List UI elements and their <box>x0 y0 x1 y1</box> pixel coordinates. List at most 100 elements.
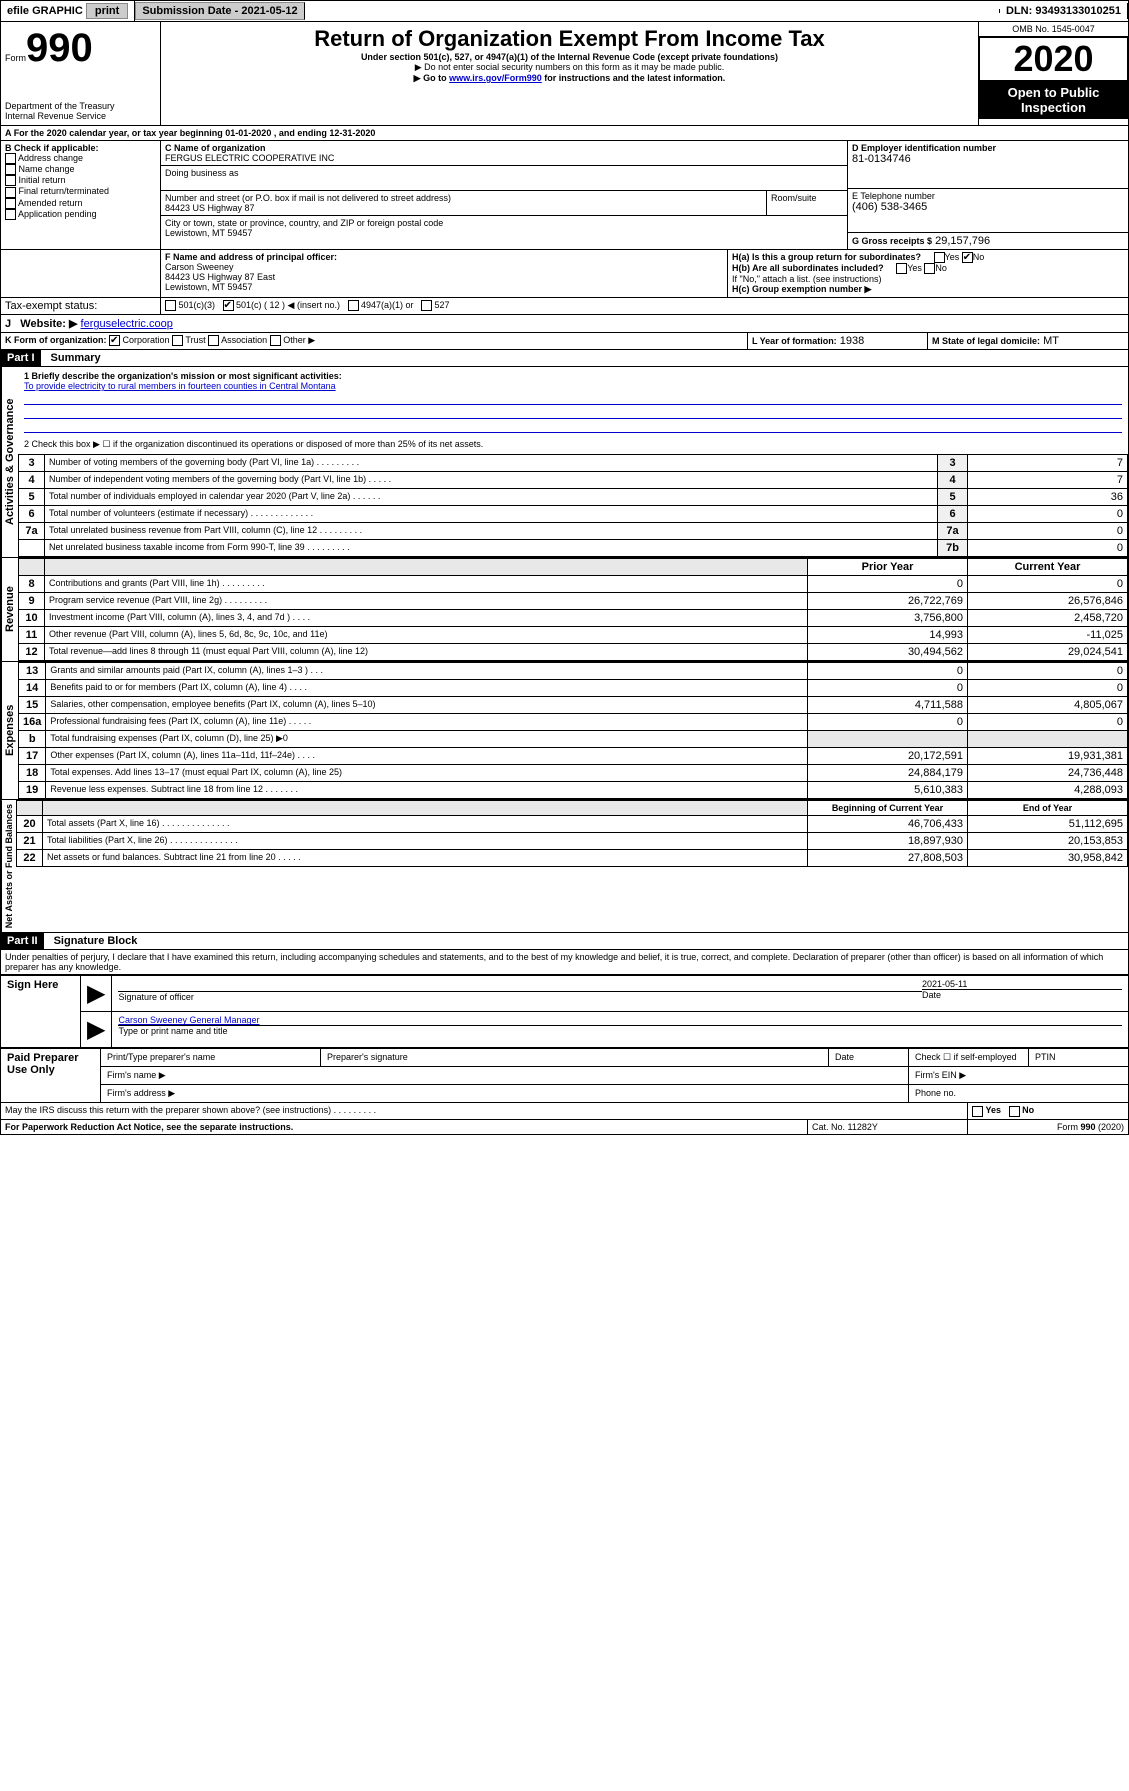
table-row: 10Investment income (Part VIII, column (… <box>19 610 1128 627</box>
note2: ▶ Go to www.irs.gov/Form990 for instruct… <box>171 73 968 84</box>
table-row: 18Total expenses. Add lines 13–17 (must … <box>19 765 1128 782</box>
phone: (406) 538-3465 <box>852 201 1124 213</box>
prep-date-label: Date <box>829 1049 909 1067</box>
table-row: 8Contributions and grants (Part VIII, li… <box>19 576 1128 593</box>
dba-label: Doing business as <box>165 168 843 178</box>
website-link[interactable]: ferguselectric.coop <box>81 318 173 330</box>
cb-4947[interactable] <box>348 300 359 311</box>
cb-527[interactable] <box>421 300 432 311</box>
bcdeg-block: B Check if applicable: Address change Na… <box>0 141 1129 250</box>
table-row: 13Grants and similar amounts paid (Part … <box>19 663 1128 680</box>
table-row: 9Program service revenue (Part VIII, lin… <box>19 593 1128 610</box>
cb-corp[interactable] <box>109 335 120 346</box>
cb-app-pending[interactable] <box>5 209 16 220</box>
form990-link[interactable]: www.irs.gov/Form990 <box>449 73 542 83</box>
cat-no: Cat. No. 11282Y <box>808 1120 968 1134</box>
print-button[interactable]: print <box>86 3 128 19</box>
officer-addr1: 84423 US Highway 87 East <box>165 272 723 282</box>
q2: 2 Check this box ▶ ☐ if the organization… <box>24 439 1122 450</box>
cb-ha-yes[interactable] <box>934 252 945 263</box>
boxL-label: L Year of formation: <box>752 336 837 346</box>
cb-address-change[interactable] <box>5 153 16 164</box>
part1-title: Summary <box>41 352 101 364</box>
table-row: 5Total number of individuals employed in… <box>19 489 1128 506</box>
boxB-label: B Check if applicable: <box>5 143 156 153</box>
cb-initial-return[interactable] <box>5 175 16 186</box>
cb-ha-no[interactable] <box>962 252 973 263</box>
signature-table: Sign Here ▶ Signature of officer 2021-05… <box>0 975 1129 1048</box>
note1: ▶ Do not enter social security numbers o… <box>171 62 968 73</box>
submission-date: Submission Date - 2021-05-12 <box>135 2 304 20</box>
omb: OMB No. 1545-0047 <box>979 22 1128 37</box>
cb-hb-no[interactable] <box>924 263 935 274</box>
table-row: 12Total revenue—add lines 8 through 11 (… <box>19 644 1128 661</box>
firm-phone: Phone no. <box>909 1085 1129 1103</box>
cb-name-change[interactable] <box>5 164 16 175</box>
ein: 81-0134746 <box>852 153 1124 165</box>
klm-row: K Form of organization: Corporation Trus… <box>0 333 1129 350</box>
boxK-label: K Form of organization: <box>5 335 107 345</box>
table-row: 3Number of voting members of the governi… <box>19 455 1128 472</box>
table-row: 4Number of independent voting members of… <box>19 472 1128 489</box>
addr: 84423 US Highway 87 <box>165 203 762 213</box>
part1-header: Part I Summary <box>0 350 1129 367</box>
footer-row: For Paperwork Reduction Act Notice, see … <box>0 1120 1129 1135</box>
table-row: 14Benefits paid to or for members (Part … <box>19 680 1128 697</box>
cb-assoc[interactable] <box>208 335 219 346</box>
cb-hb-yes[interactable] <box>896 263 907 274</box>
ptin-label: PTIN <box>1029 1049 1129 1067</box>
form-footer: Form 990 (2020) <box>968 1120 1128 1134</box>
cb-501c[interactable] <box>223 300 234 311</box>
officer-addr2: Lewistown, MT 59457 <box>165 282 723 292</box>
sign-here: Sign Here <box>1 976 81 1048</box>
period-row: A For the 2020 calendar year, or tax yea… <box>0 126 1129 141</box>
cb-501c3[interactable] <box>165 300 176 311</box>
boxG-label: G Gross receipts $ <box>852 236 932 246</box>
table-row: Net unrelated business taxable income fr… <box>19 540 1128 557</box>
cb-discuss-no[interactable] <box>1009 1106 1020 1117</box>
cb-other[interactable] <box>270 335 281 346</box>
dln: DLN: 93493133010251 <box>1000 3 1128 19</box>
part2-header: Part II Signature Block <box>0 933 1129 950</box>
part2-hdr: Part II <box>1 933 44 949</box>
expenses-section: Expenses 13Grants and similar amounts pa… <box>0 662 1129 800</box>
form-header: Form990 Department of the Treasury Inter… <box>0 22 1129 126</box>
part2-title: Signature Block <box>44 935 138 947</box>
tax-year: 2020 <box>979 37 1128 81</box>
boxE-label: E Telephone number <box>852 191 1124 201</box>
officer-name: Carson Sweeney <box>165 262 723 272</box>
firm-ein: Firm's EIN ▶ <box>909 1067 1129 1085</box>
dept: Department of the Treasury <box>5 101 156 111</box>
cb-trust[interactable] <box>172 335 183 346</box>
cb-amended[interactable] <box>5 198 16 209</box>
form-title: Return of Organization Exempt From Incom… <box>171 26 968 52</box>
blank-line <box>24 393 1122 405</box>
org-name: FERGUS ELECTRIC COOPERATIVE INC <box>165 153 843 163</box>
expenses-table: 13Grants and similar amounts paid (Part … <box>18 662 1128 799</box>
sig-date: 2021-05-11 <box>922 979 1122 989</box>
prep-name-label: Print/Type preparer's name <box>101 1049 321 1067</box>
sec-governance: Activities & Governance <box>1 367 18 557</box>
city: Lewistown, MT 59457 <box>165 228 843 238</box>
cb-discuss-yes[interactable] <box>972 1106 983 1117</box>
table-row: 6Total number of volunteers (estimate if… <box>19 506 1128 523</box>
table-row: 19Revenue less expenses. Subtract line 1… <box>19 782 1128 799</box>
boxB-opts: Address change Name change Initial retur… <box>5 153 156 220</box>
cb-final-return[interactable] <box>5 187 16 198</box>
subtitle: Under section 501(c), 527, or 4947(a)(1)… <box>171 52 968 62</box>
table-row: 7aTotal unrelated business revenue from … <box>19 523 1128 540</box>
addr-label: Number and street (or P.O. box if mail i… <box>165 193 762 203</box>
table-row: bTotal fundraising expenses (Part IX, co… <box>19 731 1128 748</box>
boxD-label: D Employer identification number <box>852 143 1124 153</box>
spacer <box>305 9 1000 13</box>
revenue-section: Revenue Prior YearCurrent Year 8Contribu… <box>0 558 1129 662</box>
blank-line <box>24 407 1122 419</box>
sig-officer-label: Signature of officer <box>118 991 922 1002</box>
boxM-label: M State of legal domicile: <box>932 336 1040 346</box>
city-label: City or town, state or province, country… <box>165 218 843 228</box>
part1-hdr: Part I <box>1 350 41 366</box>
hb-note: If "No," attach a list. (see instruction… <box>732 274 1124 284</box>
te-label: Tax-exempt status: <box>1 298 161 314</box>
domicile: MT <box>1043 335 1059 347</box>
paid-preparer: Paid Preparer Use Only <box>1 1049 101 1103</box>
